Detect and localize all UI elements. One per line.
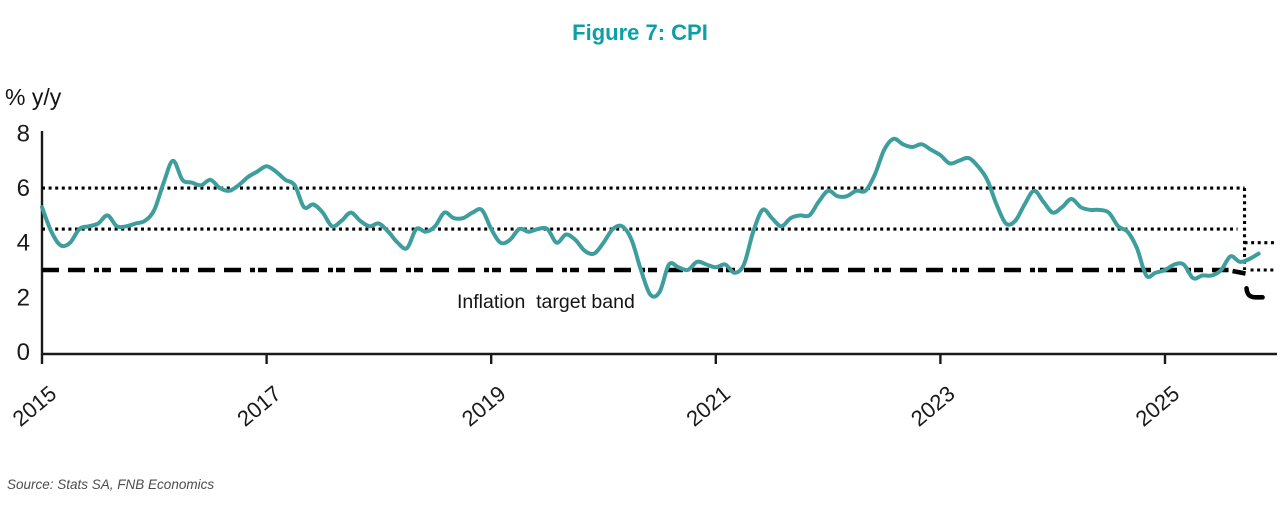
x-tick-label: 2023 xyxy=(906,381,960,432)
target-band-new-lower-hook xyxy=(1244,286,1265,300)
y-tick-label: 2 xyxy=(17,284,30,311)
y-tick-label: 6 xyxy=(17,175,30,202)
x-tick-label: 2019 xyxy=(457,381,511,432)
figure-title: Figure 7: CPI xyxy=(572,20,708,45)
y-axis-unit-label: % y/y xyxy=(5,84,62,110)
x-tick-label: 2021 xyxy=(681,381,735,432)
y-tick-label: 0 xyxy=(17,339,30,366)
y-tick-label: 8 xyxy=(17,120,30,147)
inflation-target-band-label: Inflation target band xyxy=(457,291,635,313)
x-tick-label: 2017 xyxy=(232,381,286,432)
y-tick-label: 4 xyxy=(17,230,30,257)
x-tick-label: 2025 xyxy=(1131,381,1185,432)
target-band-lower-last-dash xyxy=(1232,268,1246,276)
x-tick-label: 2015 xyxy=(8,381,62,432)
cpi-series-line xyxy=(40,136,1261,299)
source-text: Source: Stats SA, FNB Economics xyxy=(7,477,215,492)
